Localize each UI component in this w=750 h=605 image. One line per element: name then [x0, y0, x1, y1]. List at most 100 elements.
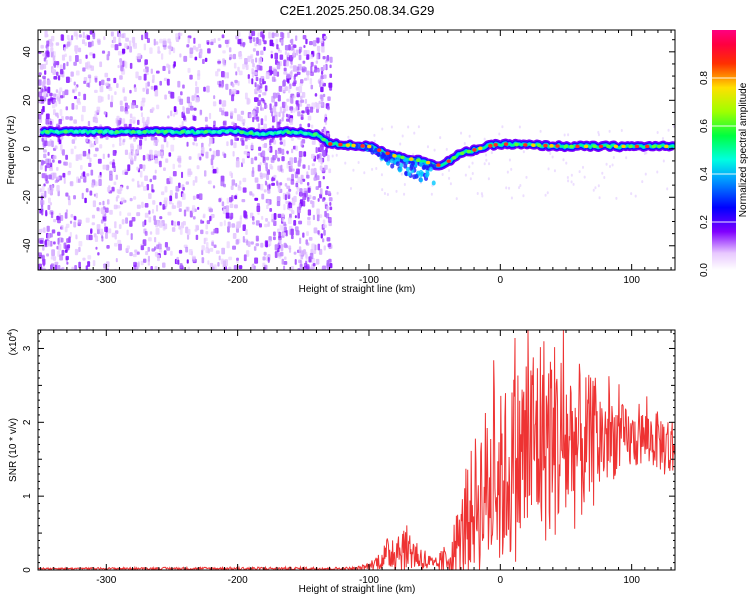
heatmap-cell — [221, 247, 226, 255]
heatmap-cell — [288, 44, 291, 51]
heatmap-cell — [65, 192, 69, 197]
heatmap-cell — [47, 187, 51, 194]
heatmap-cell — [522, 194, 525, 198]
heatmap-cell — [400, 172, 403, 176]
heatmap-cell — [277, 186, 281, 193]
heatmap-cell — [375, 167, 378, 171]
heatmap-cell — [318, 248, 323, 255]
heatmap-cell — [608, 129, 611, 133]
heatmap-cell — [172, 63, 175, 69]
heatmap-cell — [263, 123, 267, 130]
ridge-peak — [488, 143, 493, 148]
heatmap-cell — [72, 89, 75, 93]
heatmap-cell — [101, 235, 104, 239]
heatmap-cell — [231, 223, 236, 228]
ridge-scatter — [424, 173, 429, 179]
ridge-peak — [446, 159, 451, 163]
heatmap-cell — [302, 60, 306, 64]
heatmap-cell — [160, 154, 164, 159]
ridge-scatter — [419, 162, 424, 168]
ridge-peak — [54, 130, 60, 134]
heatmap-cell — [122, 118, 126, 124]
heatmap-cell — [258, 94, 261, 98]
heatmap-cell — [109, 209, 113, 215]
heatmap-cell — [114, 91, 117, 95]
heatmap-cell — [242, 122, 245, 127]
heatmap-cell — [114, 44, 119, 51]
heatmap-cell — [195, 81, 198, 87]
heatmap-cell — [139, 170, 143, 178]
colorbar-gradient — [712, 30, 736, 270]
heatmap-cell — [69, 181, 73, 185]
ridge-peak — [425, 160, 431, 165]
heatmap-cell — [186, 107, 190, 114]
heatmap-cell — [290, 38, 294, 46]
heatmap-cell — [177, 80, 181, 88]
heatmap-cell — [54, 263, 58, 270]
heatmap-cell — [177, 221, 181, 226]
heatmap-cell — [233, 264, 238, 270]
heatmap-cell — [92, 53, 96, 59]
heatmap-cell — [312, 214, 315, 221]
heatmap-cell — [273, 69, 278, 77]
heatmap-cell — [117, 239, 122, 245]
heatmap-cell — [222, 100, 227, 107]
ridge-peak — [150, 130, 155, 134]
heatmap-cell — [373, 139, 376, 143]
heatmap-cell — [112, 149, 117, 156]
heatmap-cell — [48, 174, 52, 180]
heatmap-cell — [42, 139, 45, 146]
heatmap-cell — [488, 162, 491, 166]
heatmap-cell — [283, 256, 287, 260]
heatmap-cell — [80, 114, 84, 122]
heatmap-cell — [105, 226, 108, 233]
heatmap-cell — [162, 262, 166, 268]
ridge-peak — [261, 132, 266, 136]
heatmap-cell — [160, 53, 164, 60]
heatmap-cell — [178, 208, 182, 212]
heatmap-cell — [583, 175, 586, 179]
snr-multiplier-exponent: 4 — [7, 332, 14, 336]
ridge-scatter — [374, 147, 379, 153]
heatmap-cell — [238, 265, 243, 270]
heatmap-cell — [270, 157, 275, 163]
heatmap-cell — [271, 76, 276, 82]
heatmap-cell — [65, 255, 69, 261]
heatmap-cell — [274, 52, 279, 60]
heatmap-cell — [235, 183, 238, 187]
heatmap-cell — [485, 153, 488, 157]
heatmap-cell — [258, 146, 262, 152]
heatmap-cell — [306, 174, 310, 179]
heatmap-cell — [289, 118, 294, 125]
colorbar: 0.0 0.2 0.4 0.6 0.8 Normalized spectral ampl… — [699, 30, 749, 277]
heatmap-cell — [116, 188, 120, 194]
heatmap-cell — [206, 85, 210, 93]
heatmap-cell — [336, 191, 339, 195]
heatmap-cell — [218, 255, 221, 261]
heatmap-cell — [241, 140, 245, 146]
heatmap-cell — [305, 38, 308, 45]
heatmap-cell — [58, 118, 62, 125]
ridge-peak — [385, 151, 390, 156]
heatmap-cell — [41, 185, 45, 193]
heatmap-cell — [234, 204, 238, 209]
heatmap-cell — [98, 80, 102, 86]
ridge-peak — [415, 158, 421, 163]
heatmap-cell — [223, 205, 227, 210]
heatmap-cell — [667, 128, 670, 132]
heatmap-cell — [203, 237, 206, 245]
heatmap-cell — [286, 98, 290, 102]
heatmap-cell — [327, 96, 331, 101]
heatmap-cell — [471, 171, 474, 175]
heatmap-cell — [39, 240, 44, 244]
heatmap-cell — [138, 75, 142, 81]
heatmap-cell — [327, 243, 331, 248]
heatmap-cell — [249, 113, 253, 118]
ridge-peak — [109, 130, 114, 134]
heatmap-cell — [217, 37, 221, 41]
heatmap-cell — [329, 64, 332, 69]
heatmap-cell — [294, 226, 299, 232]
heatmap-cell — [242, 187, 247, 193]
ridge-peak — [531, 143, 536, 147]
